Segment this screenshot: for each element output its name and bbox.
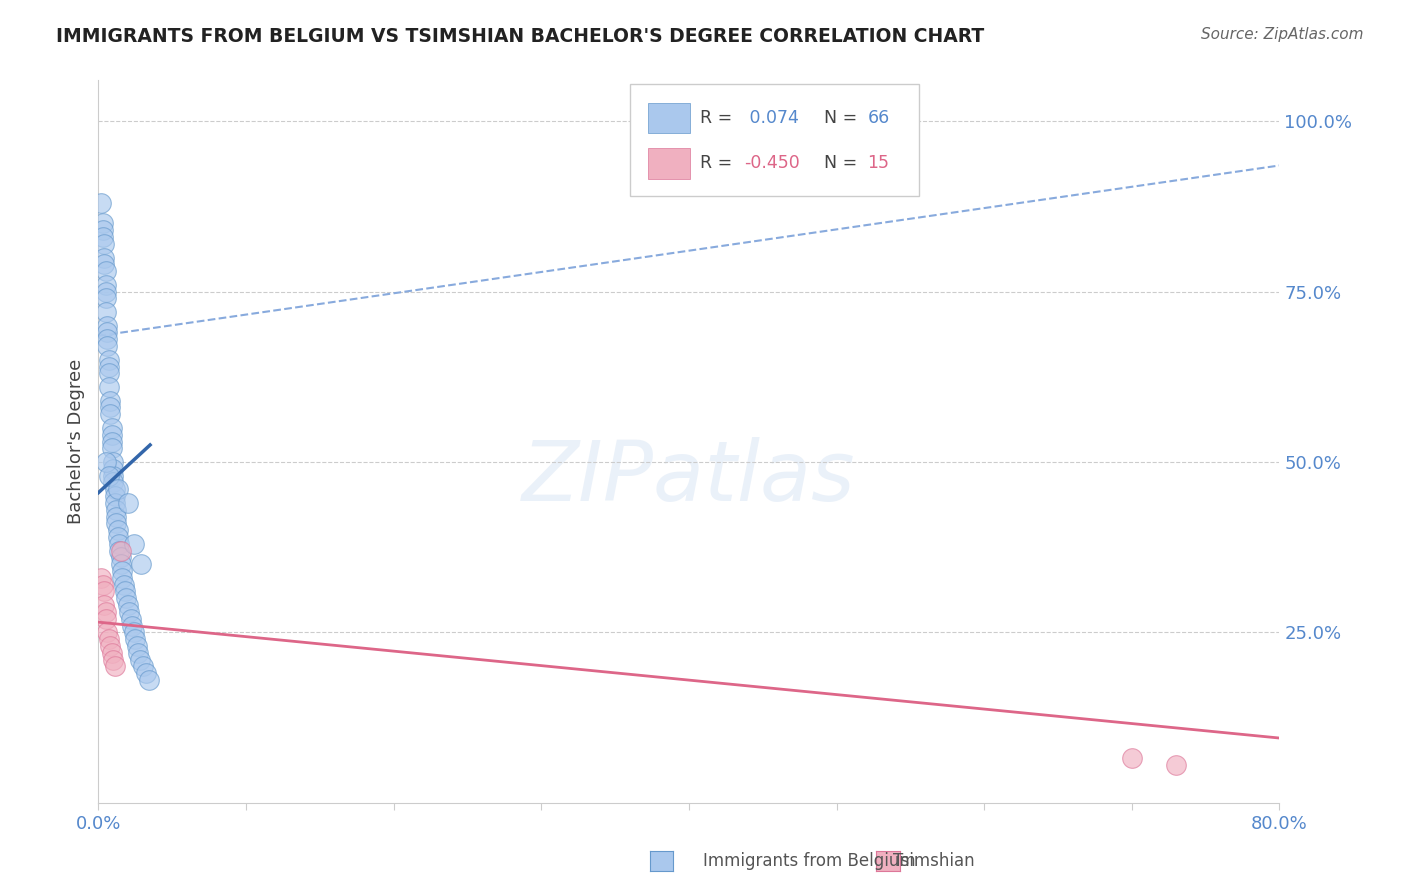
Point: [103, 455, 125, 469]
Point: [103, 653, 125, 667]
Point: [90, 196, 112, 211]
Text: R =: R =: [700, 154, 737, 172]
Point: [97, 359, 120, 374]
Text: Tsimshian: Tsimshian: [893, 852, 974, 870]
Text: 0.074: 0.074: [744, 109, 800, 127]
Point: [98, 639, 121, 653]
Point: [132, 659, 155, 673]
Point: [94, 612, 117, 626]
Point: [94, 264, 117, 278]
Point: [100, 646, 122, 660]
Point: [93, 251, 115, 265]
Point: [91, 230, 114, 244]
Point: [96, 339, 118, 353]
Y-axis label: Bachelor's Degree: Bachelor's Degree: [66, 359, 84, 524]
Point: [103, 462, 125, 476]
Point: [111, 571, 134, 585]
Point: [122, 537, 145, 551]
Point: [110, 550, 132, 565]
Point: [94, 285, 117, 299]
Point: [97, 380, 120, 394]
Point: [103, 475, 125, 490]
Point: [100, 421, 122, 435]
Text: ZIPatlas: ZIPatlas: [522, 437, 856, 518]
Point: [107, 523, 129, 537]
Point: [98, 401, 121, 415]
Point: [105, 509, 128, 524]
FancyBboxPatch shape: [648, 148, 690, 178]
Point: [108, 537, 131, 551]
Point: [117, 496, 139, 510]
Text: -0.450: -0.450: [744, 154, 800, 172]
Point: [135, 666, 157, 681]
Text: N =: N =: [824, 109, 862, 127]
Text: Source: ZipAtlas.com: Source: ZipAtlas.com: [1201, 27, 1364, 42]
Point: [121, 618, 143, 632]
Point: [107, 482, 129, 496]
Point: [127, 646, 149, 660]
Point: [93, 257, 115, 271]
Point: [108, 543, 131, 558]
Point: [1121, 751, 1143, 765]
Point: [90, 571, 112, 585]
Text: R =: R =: [700, 109, 737, 127]
Point: [94, 605, 117, 619]
Point: [117, 598, 139, 612]
Point: [104, 482, 127, 496]
Point: [114, 584, 136, 599]
Point: [97, 367, 120, 381]
Point: [107, 530, 129, 544]
Point: [129, 558, 152, 572]
Point: [93, 236, 115, 251]
Point: [96, 625, 118, 640]
Text: N =: N =: [824, 154, 862, 172]
Text: 66: 66: [868, 109, 890, 127]
Point: [98, 407, 121, 421]
Point: [110, 543, 132, 558]
Point: [91, 577, 114, 591]
Point: [118, 605, 141, 619]
Point: [97, 632, 120, 647]
Point: [124, 632, 146, 647]
Point: [110, 558, 132, 572]
Point: [94, 455, 117, 469]
Point: [94, 305, 117, 319]
Point: [97, 352, 120, 367]
Point: [100, 434, 122, 449]
Point: [91, 216, 114, 230]
Point: [112, 577, 135, 591]
Point: [105, 516, 128, 531]
Point: [96, 318, 118, 333]
Point: [120, 612, 142, 626]
Point: [94, 277, 117, 292]
FancyBboxPatch shape: [630, 84, 920, 196]
Point: [105, 502, 128, 516]
Point: [122, 625, 145, 640]
Point: [96, 332, 118, 346]
Text: 15: 15: [868, 154, 889, 172]
Text: Immigrants from Belgium: Immigrants from Belgium: [703, 852, 915, 870]
Point: [128, 653, 150, 667]
FancyBboxPatch shape: [648, 103, 690, 133]
Point: [104, 489, 127, 503]
Point: [138, 673, 160, 687]
Point: [100, 442, 122, 456]
Point: [91, 223, 114, 237]
Point: [103, 468, 125, 483]
Point: [93, 584, 115, 599]
Point: [96, 326, 118, 340]
Point: [93, 598, 115, 612]
Point: [98, 393, 121, 408]
Point: [125, 639, 148, 653]
Point: [94, 292, 117, 306]
Point: [104, 496, 127, 510]
Point: [115, 591, 138, 606]
Point: [104, 659, 127, 673]
Text: IMMIGRANTS FROM BELGIUM VS TSIMSHIAN BACHELOR'S DEGREE CORRELATION CHART: IMMIGRANTS FROM BELGIUM VS TSIMSHIAN BAC…: [56, 27, 984, 45]
Point: [97, 468, 120, 483]
Point: [1166, 758, 1188, 772]
Point: [111, 564, 134, 578]
Point: [100, 427, 122, 442]
